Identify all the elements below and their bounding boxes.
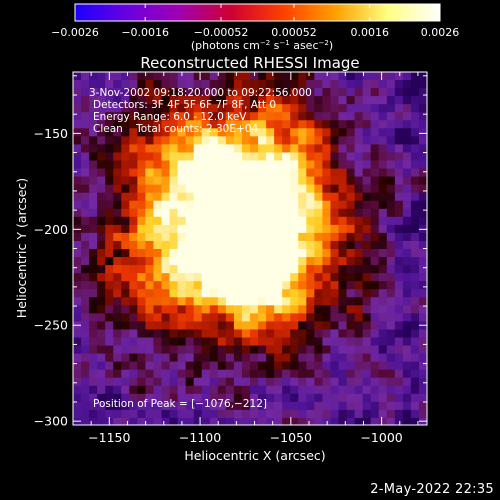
chart-title: Reconstructed RHESSI Image <box>140 54 359 72</box>
colorbar-tick-label: −0.0026 <box>51 26 99 39</box>
timestamp: 2-May-2022 22:35 <box>370 482 494 497</box>
axis-ticks: −1150 −1100 −1050 −1000 −150 −200 −250 −300 <box>34 72 427 445</box>
colorbar-tick-label: −0.00052 <box>194 26 249 39</box>
colorbar-tick-label: −0.0016 <box>121 26 169 39</box>
info-line-counts: Clean Total counts: 2.30E+04 <box>93 123 258 135</box>
info-line-detectors: Detectors: 3F 4F 5F 6F 7F 8F, Att 0 <box>93 99 276 111</box>
y-tick-label: −150 <box>34 126 68 141</box>
info-block: 3-Nov-2002 09:18:20.000 to 09:22:56.000 … <box>89 87 312 135</box>
info-line-energy: Energy Range: 6.0 - 12.0 keV <box>93 111 247 123</box>
info-line-time: 3-Nov-2002 09:18:20.000 to 09:22:56.000 <box>89 87 312 99</box>
x-tick-label: −1000 <box>360 430 402 445</box>
colorbar-tick-label: 0.0016 <box>351 26 390 39</box>
peak-position-label: Position of Peak = [−1076,−212] <box>93 398 267 410</box>
y-axis-label: Heliocentric Y (arcsec) <box>14 178 29 318</box>
colorbar-tick-label: 0.00052 <box>271 26 317 39</box>
y-tick-label: −300 <box>34 414 68 429</box>
x-tick-label: −1050 <box>270 430 312 445</box>
x-tick-label: −1100 <box>179 430 221 445</box>
x-axis-label: Heliocentric X (arcsec) <box>184 448 325 463</box>
colorbar-ticks: −0.0026 −0.0016 −0.00052 0.00052 0.0016 0.002… <box>51 4 459 39</box>
x-tick-label: −1150 <box>88 430 130 445</box>
colorbar-tick-label: 0.0026 <box>421 26 460 39</box>
y-tick-label: −200 <box>34 222 68 237</box>
colorbar <box>74 3 441 22</box>
colorbar-unit-label: (photons cm−2 s−1 asec−2) <box>191 39 333 52</box>
y-tick-label: −250 <box>34 318 68 333</box>
heatmap-image <box>73 72 427 425</box>
